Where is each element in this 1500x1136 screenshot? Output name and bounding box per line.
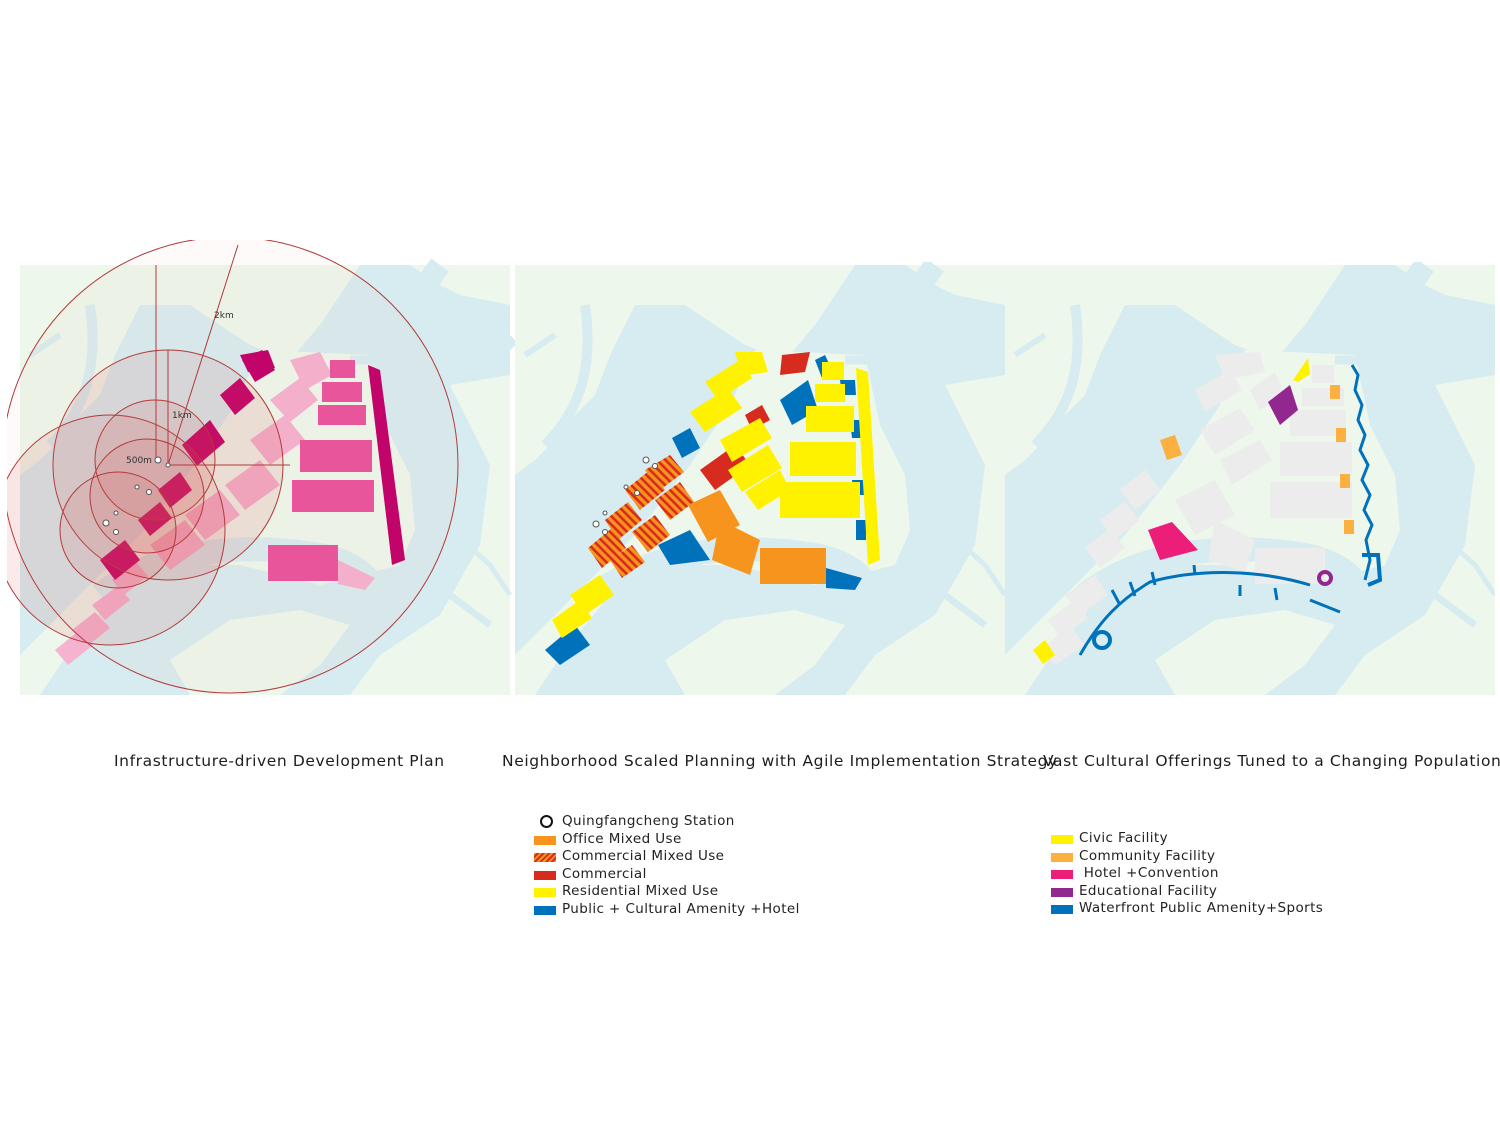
legend-item-commercial-mixed: Commercial Mixed Use xyxy=(534,848,800,866)
civic-swatch xyxy=(1051,835,1073,844)
pink-blocks xyxy=(55,350,405,665)
panel-infrastructure: 2km 1km 500m xyxy=(7,240,510,695)
legend-label: Office Mixed Use xyxy=(562,830,682,847)
legend-item-education: Educational Facility xyxy=(1051,883,1323,901)
station-markers xyxy=(592,456,658,535)
legend-item-waterfront: Waterfront Public Amenity+Sports xyxy=(1051,900,1323,918)
culture-blocks xyxy=(1033,358,1354,664)
label-500m: 500m xyxy=(126,456,152,466)
panel-land-use xyxy=(515,265,1005,695)
legend-culture: Civic Facility Community Facility Hotel … xyxy=(1051,830,1323,918)
legend-item-public: Public + Cultural Amenity +Hotel xyxy=(534,901,800,919)
legend-item-community: Community Facility xyxy=(1051,848,1323,866)
legend-label: Community Facility xyxy=(1079,847,1216,864)
legend-label: Public + Cultural Amenity +Hotel xyxy=(562,900,800,917)
panel-cultural xyxy=(1005,265,1495,695)
legend-land-use: Quingfangcheng Station Office Mixed Use … xyxy=(534,813,800,918)
legend-label: Residential Mixed Use xyxy=(562,883,719,899)
legend-label: Civic Facility xyxy=(1079,830,1168,846)
label-1km: 1km xyxy=(172,411,192,421)
caption-neighborhood: Neighborhood Scaled Planning with Agile … xyxy=(502,752,1058,770)
community-swatch xyxy=(1051,852,1073,862)
land-use-blocks xyxy=(545,352,880,665)
commercial-mixed-swatch xyxy=(534,853,556,862)
caption-infrastructure: Infrastructure-driven Development Plan xyxy=(114,752,445,770)
public-swatch xyxy=(534,905,556,915)
education-swatch xyxy=(1051,887,1073,897)
waterfront-swatch xyxy=(1051,905,1073,914)
education-ring-icon xyxy=(1317,570,1333,586)
legend-item-residential: Residential Mixed Use xyxy=(534,883,800,901)
label-2km: 2km xyxy=(214,311,234,321)
radius-rings xyxy=(7,240,459,694)
caption-cultural: Vast Cultural Offerings Tuned to a Chang… xyxy=(1043,752,1500,770)
legend-label: Hotel +Convention xyxy=(1079,865,1219,881)
legend-item-office: Office Mixed Use xyxy=(534,831,800,849)
hotel-swatch xyxy=(1051,870,1073,879)
office-swatch xyxy=(534,835,556,845)
legend-label: Educational Facility xyxy=(1079,882,1218,899)
legend-label: Quingfangcheng Station xyxy=(562,813,735,829)
commercial-swatch xyxy=(534,870,556,880)
station-ring-icon xyxy=(540,815,553,828)
legend-label: Commercial xyxy=(562,865,647,882)
legend-item-station: Quingfangcheng Station xyxy=(534,813,800,831)
waterfront-amenity xyxy=(1078,364,1383,656)
grey-blocks xyxy=(1040,352,1352,665)
legend-label: Waterfront Public Amenity+Sports xyxy=(1079,900,1324,916)
legend-item-hotel: Hotel +Convention xyxy=(1051,865,1323,883)
legend-label: Commercial Mixed Use xyxy=(562,848,725,864)
legend-item-commercial: Commercial xyxy=(534,866,800,884)
residential-swatch xyxy=(534,888,556,897)
legend-item-civic: Civic Facility xyxy=(1051,830,1323,848)
station-dots xyxy=(102,456,171,535)
